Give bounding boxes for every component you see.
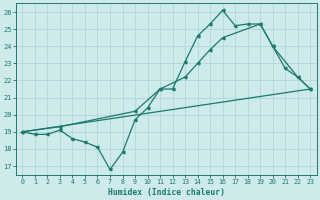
X-axis label: Humidex (Indice chaleur): Humidex (Indice chaleur) [108, 188, 225, 197]
